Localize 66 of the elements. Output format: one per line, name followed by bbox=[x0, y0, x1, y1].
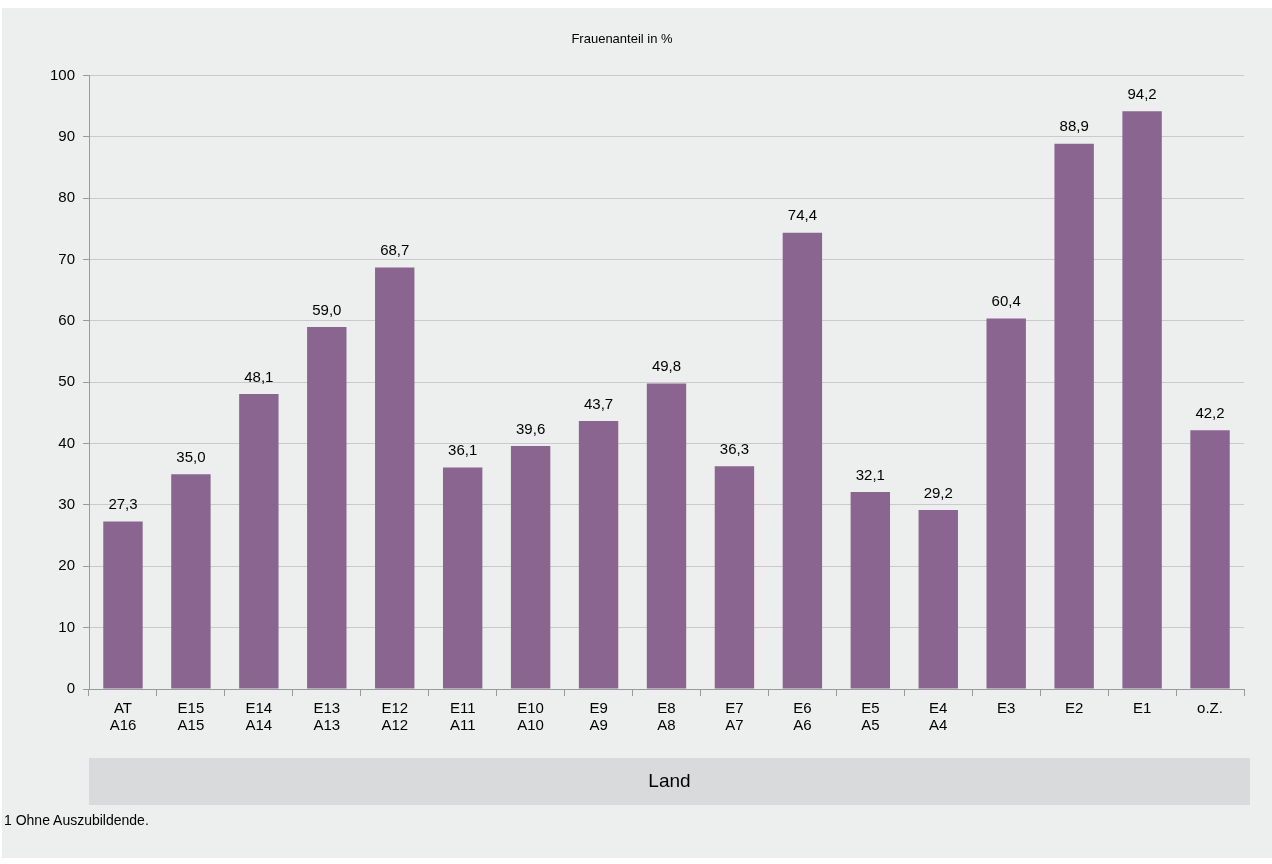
data-label: 94,2 bbox=[1127, 84, 1157, 102]
data-label: 49,8 bbox=[651, 357, 682, 375]
y-tick-label: 20 bbox=[58, 556, 75, 574]
bar bbox=[1122, 111, 1162, 689]
y-tick-label: 0 bbox=[66, 679, 75, 697]
data-label: 68,7 bbox=[380, 241, 410, 259]
x-tick-label: E3 bbox=[997, 698, 1016, 716]
x-tick-label: E15 A15 bbox=[177, 698, 205, 734]
data-label: 32,1 bbox=[855, 465, 885, 483]
x-tick-label: E14 A14 bbox=[245, 698, 273, 734]
x-tick-label: o.Z. bbox=[1197, 698, 1223, 716]
data-label: 27,3 bbox=[108, 495, 138, 513]
x-tick-label: E7 A7 bbox=[725, 698, 744, 734]
bar bbox=[103, 521, 143, 689]
bar bbox=[1190, 430, 1230, 689]
bar bbox=[918, 509, 958, 689]
bar bbox=[578, 420, 619, 689]
data-label: 88,9 bbox=[1059, 117, 1089, 135]
data-label: 42,2 bbox=[1195, 403, 1225, 421]
data-label: 60,4 bbox=[991, 292, 1021, 310]
data-label: 59,0 bbox=[312, 300, 342, 318]
bar bbox=[510, 446, 551, 689]
bar bbox=[1054, 143, 1094, 689]
x-tick-label: E2 bbox=[1064, 698, 1084, 716]
x-tick-label: E9 A9 bbox=[589, 698, 608, 734]
data-label: 29,2 bbox=[923, 483, 953, 501]
data-label: 35,0 bbox=[176, 447, 206, 465]
bar bbox=[782, 232, 823, 689]
y-tick-label: 80 bbox=[58, 188, 75, 206]
x-tick-label: E4 A4 bbox=[929, 698, 948, 734]
text: 1 Ohne Auszubildende. bbox=[4, 812, 149, 829]
bar bbox=[850, 492, 891, 689]
bar bbox=[239, 393, 279, 689]
bar bbox=[442, 467, 483, 689]
data-label: 36,1 bbox=[448, 441, 478, 459]
y-tick-label: 60 bbox=[58, 311, 75, 329]
data-label: 48,1 bbox=[244, 367, 274, 385]
y-tick-label: 10 bbox=[58, 617, 75, 635]
x-tick-label: E1 bbox=[1132, 698, 1152, 716]
y-tick-label: 100 bbox=[49, 65, 75, 83]
y-tick-label: 90 bbox=[58, 127, 75, 145]
x-tick-label: E5 A5 bbox=[861, 698, 880, 734]
data-label: 36,3 bbox=[719, 439, 750, 457]
chart-title: Frauenanteil in % bbox=[571, 31, 674, 47]
x-tick-label: E13 A13 bbox=[313, 698, 341, 734]
x-tick-label: E11 A11 bbox=[449, 698, 476, 734]
bar bbox=[307, 327, 347, 689]
data-label: 39,6 bbox=[516, 419, 546, 437]
x-axis-title: Land bbox=[648, 770, 691, 792]
bar bbox=[986, 318, 1026, 689]
bar bbox=[714, 466, 755, 689]
x-tick-label: AT A16 bbox=[109, 698, 137, 734]
bar bbox=[171, 474, 211, 689]
axis-title-panel: Land bbox=[89, 758, 1250, 805]
bar bbox=[375, 267, 415, 689]
y-tick-label: 70 bbox=[58, 249, 75, 267]
bar bbox=[646, 383, 687, 689]
y-tick-label: 30 bbox=[58, 495, 75, 513]
x-tick-label: E12 A12 bbox=[381, 698, 409, 734]
data-label: 43,7 bbox=[583, 394, 614, 412]
x-tick-label: E8 A8 bbox=[657, 698, 676, 734]
y-tick-label: 40 bbox=[58, 433, 75, 451]
x-tick-label: E6 A6 bbox=[793, 698, 812, 734]
data-label: 74,4 bbox=[787, 206, 817, 224]
y-tick-label: 50 bbox=[58, 372, 75, 390]
x-tick-label: E10 A10 bbox=[517, 698, 544, 734]
